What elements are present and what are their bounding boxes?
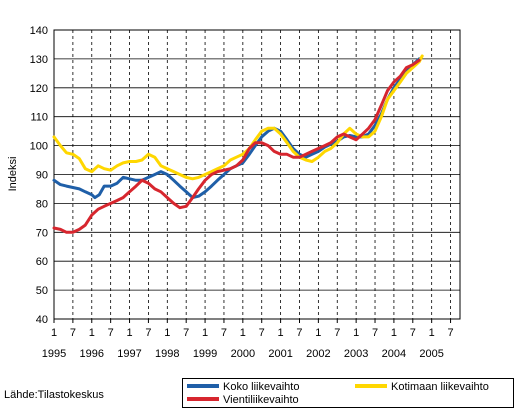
y-tick-label: 130 [30, 54, 48, 66]
plot-frame [53, 29, 461, 320]
legend-swatch-koko [187, 384, 219, 389]
legend-swatch-kotimaan [355, 384, 387, 389]
x-tick-label: 1 [278, 327, 284, 339]
x-year-label: 2001 [268, 348, 292, 360]
y-tick-label: 110 [30, 112, 48, 124]
x-tick-label: 1 [89, 327, 95, 339]
x-tick-label: 7 [108, 327, 114, 339]
x-tick-label: 7 [183, 327, 189, 339]
x-tick-label: 1 [240, 327, 246, 339]
x-tick-label: 1 [315, 327, 321, 339]
x-tick-label: 7 [372, 327, 378, 339]
legend-item-kotimaan: Kotimaan liikevaihto [355, 381, 489, 393]
x-tick-label: 1 [51, 327, 57, 339]
series-line-2 [52, 54, 424, 181]
legend-swatch-vienti [187, 397, 219, 402]
x-tick-label: 1 [164, 327, 170, 339]
legend-item-vienti: Vientiliikevaihto [187, 394, 299, 406]
x-tick-label: 1 [353, 327, 359, 339]
x-tick-label: 7 [221, 327, 227, 339]
y-axis: 40 50 60 70 80 90 100 110 120 130 140 [30, 25, 48, 326]
x-year-label: 2004 [382, 348, 406, 360]
chart-grid [54, 30, 460, 319]
series-line-1 [52, 57, 421, 200]
y-tick-label: 80 [36, 198, 48, 210]
x-tick-label: 1 [391, 327, 397, 339]
x-year-label: 1999 [193, 348, 217, 360]
x-tick-label: 7 [410, 327, 416, 339]
legend-label-vienti: Vientiliikevaihto [223, 394, 299, 406]
y-tick-label: 100 [30, 141, 48, 153]
source-label: Lähde:Tilastokeskus [4, 389, 104, 401]
y-tick-label: 40 [36, 314, 48, 326]
y-tick-label: 90 [36, 170, 48, 182]
y-tick-label: 70 [36, 227, 48, 239]
x-year-label: 2002 [306, 348, 330, 360]
x-year-label: 1998 [155, 348, 179, 360]
x-tick-label: 7 [70, 327, 76, 339]
x-year-label: 1995 [42, 348, 66, 360]
legend-label-koko: Koko liikevaihto [223, 381, 300, 393]
legend: Koko liikevaihto Kotimaan liikevaihto Vi… [182, 378, 514, 408]
x-year-label: 2000 [231, 348, 255, 360]
series-line-3 [52, 58, 421, 234]
x-tick-label: 1 [126, 327, 132, 339]
x-tick-label: 7 [145, 327, 151, 339]
x-tick-label: 7 [334, 327, 340, 339]
x-tick-label: 7 [296, 327, 302, 339]
x-year-label: 2005 [419, 348, 443, 360]
series-lines [52, 54, 424, 234]
legend-label-kotimaan: Kotimaan liikevaihto [391, 381, 489, 393]
x-tick-label: 7 [447, 327, 453, 339]
x-tick-label: 1 [202, 327, 208, 339]
y-tick-label: 60 [36, 256, 48, 268]
y-tick-label: 50 [36, 285, 48, 297]
x-tick-label: 7 [259, 327, 265, 339]
x-year-label: 1997 [117, 348, 141, 360]
x-year-label: 2003 [344, 348, 368, 360]
y-axis-label: Indeksi [7, 157, 19, 192]
y-tick-label: 140 [30, 25, 48, 37]
y-tick-label: 120 [30, 83, 48, 95]
x-tick-label: 1 [429, 327, 435, 339]
legend-item-koko: Koko liikevaihto [187, 381, 299, 393]
x-year-label: 1996 [80, 348, 104, 360]
